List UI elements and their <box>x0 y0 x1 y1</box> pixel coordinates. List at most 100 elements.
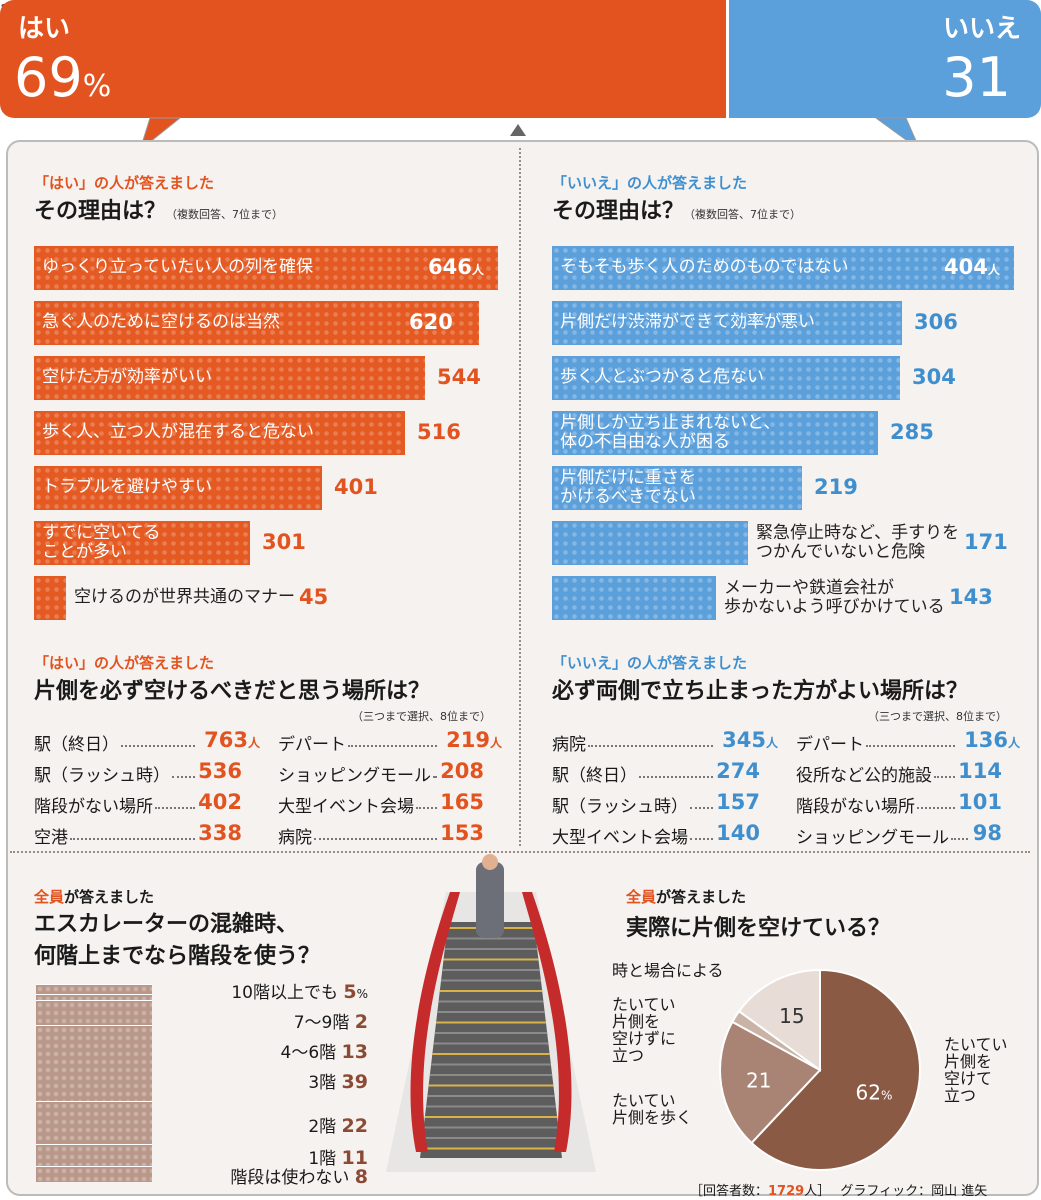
bar-value: 45 <box>299 585 329 609</box>
yes-unit: % <box>82 69 112 104</box>
yes-header-bar: はい 69% <box>0 0 726 118</box>
place-name: 空港 <box>34 828 68 848</box>
place-row: 階段がない場所 402 <box>34 790 242 820</box>
place-unit: 人 <box>489 736 502 750</box>
credit: グラフィック：岡山 進矢 <box>840 1184 988 1199</box>
bar-label: 空けるのが世界共通のマナー <box>74 587 295 607</box>
pie-value: 21 <box>746 1069 771 1093</box>
bar <box>552 521 748 565</box>
bar-value: 544 <box>437 365 481 389</box>
stair-name: 3階 <box>308 1073 342 1093</box>
place-value: 208 <box>440 759 484 783</box>
no-reasons-title: その理由は？ <box>552 199 685 224</box>
leader-dots <box>416 807 437 809</box>
no-places-note: （三つまで選択、8位まで） <box>868 710 1007 723</box>
bar-label: ゆっくり立っていたい人の列を確保 <box>42 257 314 277</box>
leader-dots <box>314 838 437 840</box>
stair-value: 5 <box>343 981 357 1003</box>
stair-segment <box>36 984 152 994</box>
respondents-value: 1729 <box>768 1184 805 1199</box>
bar-label: そもそも歩く人のためのものではない <box>560 257 849 277</box>
vertical-divider <box>519 148 521 846</box>
stair-segment <box>36 1000 152 1025</box>
leader-dots <box>690 807 713 809</box>
place-value: 140 <box>716 821 760 845</box>
pie-slice <box>750 968 921 1171</box>
bar-value: 285 <box>890 420 934 444</box>
yes-reasons-title-row: その理由は？（複数回答、7位まで） <box>34 193 283 225</box>
stair-name: 10階以上でも <box>231 983 344 1003</box>
stair-segment <box>36 994 152 1000</box>
leader-dots <box>121 745 195 747</box>
no-reasons-subtitle: 「いいえ」の人が答えました <box>552 174 748 192</box>
leader-dots <box>934 776 955 778</box>
place-name: 大型イベント会場 <box>278 797 414 817</box>
leader-dots <box>433 776 437 778</box>
bar-value-unit: 人 <box>471 263 484 277</box>
stair-label: 10階以上でも 5% <box>231 978 368 1003</box>
place-value: 165 <box>440 790 484 814</box>
yes-places-note: （三つまで選択、8位まで） <box>352 710 491 723</box>
place-value: 763人 <box>204 728 260 752</box>
place-value: 338 <box>198 821 242 845</box>
respondents-label: ［回答者数： <box>690 1184 769 1199</box>
bar-value: 404人 <box>944 255 1000 279</box>
no-places-title: 必ず両側で立ち止まった方がよい場所は？ <box>552 679 969 704</box>
place-row: ショッピングモール 98 <box>796 821 1002 851</box>
bar <box>552 576 716 620</box>
place-value: 157 <box>716 790 760 814</box>
no-header-bar: いいえ 31 <box>729 0 1041 118</box>
leader-dots <box>172 776 195 778</box>
place-row: 役所など公的施設 114 <box>796 759 1002 789</box>
pie-label: たいてい 片側を 空けて 立つ <box>944 1035 1008 1105</box>
bar-value: 646人 <box>428 255 484 279</box>
stair-segment <box>36 1166 152 1182</box>
place-row: 空港 338 <box>34 821 242 851</box>
place-row: 階段がない場所 101 <box>796 790 1002 820</box>
yes-reasons-subtitle: 「はい」の人が答えました <box>34 174 215 192</box>
bar-label: 急ぐ人のために空けるのは当然 <box>42 312 280 332</box>
pie-subtitle-rest: が答えました <box>656 888 747 906</box>
bar <box>34 466 322 510</box>
bar <box>34 576 66 620</box>
footer-credit: ［回答者数：1729人］ グラフィック：岡山 進矢 <box>690 1180 987 1199</box>
leader-dots <box>588 745 713 747</box>
stair-label: 4〜6階 13 <box>281 1038 369 1063</box>
pie-slice <box>719 1020 822 1145</box>
no-label: いいえ <box>942 14 1021 44</box>
stair-segment <box>36 1025 152 1101</box>
person-figure <box>476 862 504 938</box>
bar-value: 301 <box>262 530 306 554</box>
place-name: 大型イベント会場 <box>552 828 688 848</box>
place-name: 病院 <box>278 828 312 848</box>
escalator-illustration <box>386 854 596 1172</box>
stair-label: 1階 11 <box>308 1144 368 1169</box>
stair-name: 7〜9階 <box>293 1013 355 1033</box>
bar-value: 306 <box>914 310 958 334</box>
place-name: 役所など公的施設 <box>796 766 932 786</box>
bar-label: メーカーや鉄道会社が 歩かないよう呼びかけている <box>724 578 945 617</box>
leader-dots <box>155 807 195 809</box>
leader-dots <box>917 807 955 809</box>
bar <box>552 301 902 345</box>
stair-value: 2 <box>354 1011 368 1033</box>
bar <box>552 356 900 400</box>
pie-label: たいてい 片側を歩く <box>612 1091 693 1127</box>
place-row: デパート 219人 <box>278 728 502 758</box>
stairs-title-line1: エスカレーターの混雑時、 <box>34 912 299 937</box>
stair-segment <box>36 1101 152 1144</box>
place-value: 136人 <box>964 728 1020 752</box>
place-row: デパート 136人 <box>796 728 1020 758</box>
bar-value: 171 <box>964 530 1008 554</box>
bar-value: 219 <box>814 475 858 499</box>
yes-places-title: 片側を必ず空けるべきだと思う場所は？ <box>34 679 431 704</box>
bar-value: 304 <box>912 365 956 389</box>
bar-label: 歩く人とぶつかると危ない <box>560 367 764 387</box>
bar-label: 片側だけに重さを かけるべきでない <box>560 468 696 507</box>
bar-label: トラブルを避けやすい <box>42 477 212 497</box>
stair-label: 2階 22 <box>308 1112 368 1137</box>
bar-value: 401 <box>334 475 378 499</box>
leader-dots <box>70 838 195 840</box>
place-row: 駅（ラッシュ時） 157 <box>552 790 760 820</box>
yes-percent: 69% <box>14 46 111 109</box>
